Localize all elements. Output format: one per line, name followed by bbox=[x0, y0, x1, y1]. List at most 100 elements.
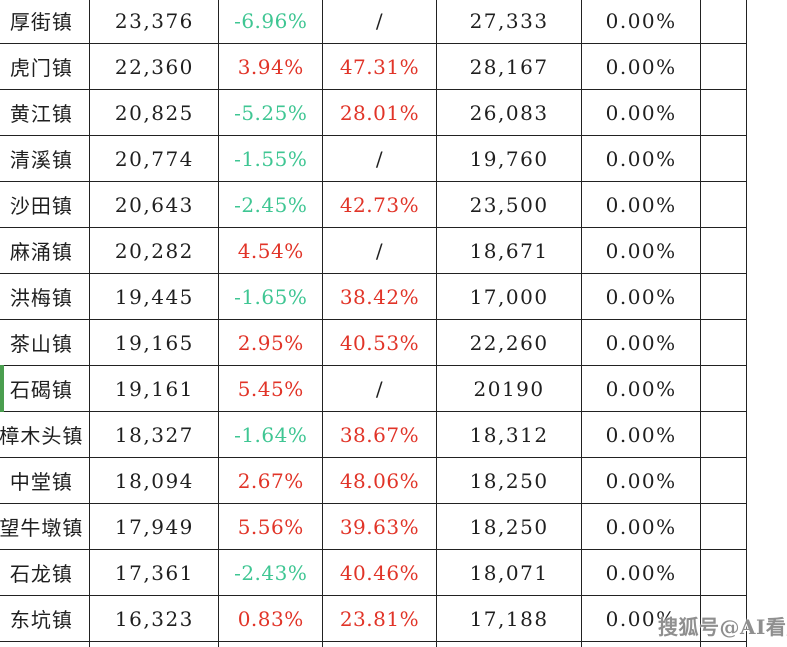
cell-clipped-right bbox=[699, 457, 748, 504]
table-row: 沙田镇 20,643 -2.45% 42.73% 23,500 0.00% bbox=[0, 181, 748, 228]
cell-p2: / bbox=[322, 365, 437, 412]
table-row: 石龙镇 17,361 -2.43% 40.46% 18,071 0.00% bbox=[0, 549, 748, 596]
data-table: 厚街镇 23,376 -6.96%/27,333 0.00% 虎门镇 22,360 3.94… bbox=[0, 0, 748, 647]
cell-empty bbox=[89, 641, 220, 647]
cell-v1: 20,825 bbox=[89, 89, 220, 136]
cell-v2: 18,312 bbox=[435, 411, 583, 458]
cell-v1: 16,323 bbox=[89, 595, 220, 642]
table-row: 麻涌镇 20,282 4.54%/18,671 0.00% bbox=[0, 227, 748, 274]
cell-town: 东坑镇 bbox=[0, 595, 91, 642]
cell-p3: 0.00% bbox=[581, 89, 701, 136]
table-row: 中堂镇 18,094 2.67% 48.06% 18,250 0.00% bbox=[0, 457, 748, 504]
cell-p1: -1.64% bbox=[218, 411, 324, 458]
table-row: 厚街镇 23,376 -6.96%/27,333 0.00% bbox=[0, 0, 748, 44]
watermark-text: 搜狐号@AI看房 bbox=[658, 615, 787, 639]
cell-p1: 5.56% bbox=[218, 503, 324, 550]
cell-town: 石龙镇 bbox=[0, 549, 91, 596]
cell-p3: 0.00% bbox=[581, 181, 701, 228]
cell-clipped-right bbox=[699, 273, 748, 320]
cell-clipped-right bbox=[699, 503, 748, 550]
cell-v1: 17,361 bbox=[89, 549, 220, 596]
cell-p3: 0.00% bbox=[581, 273, 701, 320]
cell-p3: 0.00% bbox=[581, 411, 701, 458]
cell-town: 清溪镇 bbox=[0, 135, 91, 182]
cell-p2: / bbox=[322, 0, 437, 44]
cell-p2: 23.81% bbox=[322, 595, 437, 642]
table-row: 茶山镇 19,165 2.95% 40.53% 22,260 0.00% bbox=[0, 319, 748, 366]
cell-p2: / bbox=[322, 227, 437, 274]
cell-town: 厚街镇 bbox=[0, 0, 91, 44]
cell-v2: 28,167 bbox=[435, 43, 583, 90]
cell-empty bbox=[435, 641, 583, 647]
cell-p2: 28.01% bbox=[322, 89, 437, 136]
cell-town: 洪梅镇 bbox=[0, 273, 91, 320]
cell-v1: 19,445 bbox=[89, 273, 220, 320]
cell-clipped-right bbox=[699, 365, 748, 412]
cell-town: 茶山镇 bbox=[0, 319, 91, 366]
table-row: 樟木头镇 18,327 -1.64% 38.67% 18,312 0.00% bbox=[0, 411, 748, 458]
cell-clipped-right bbox=[699, 595, 748, 642]
cell-p1: 2.67% bbox=[218, 457, 324, 504]
cell-town: 望牛墩镇 bbox=[0, 503, 91, 550]
cell-v1: 20,643 bbox=[89, 181, 220, 228]
cell-p1: 3.94% bbox=[218, 43, 324, 90]
cell-clipped-right bbox=[699, 135, 748, 182]
table-row: 黄江镇 20,825 -5.25% 28.01% 26,083 0.00% bbox=[0, 89, 748, 136]
cell-clipped-right bbox=[699, 549, 748, 596]
cell-p3: 0.00% bbox=[581, 595, 701, 642]
cell-v2: 26,083 bbox=[435, 89, 583, 136]
table-row: 望牛墩镇 17,949 5.56% 39.63% 18,250 0.00% bbox=[0, 503, 748, 550]
cell-v2: 19,760 bbox=[435, 135, 583, 182]
cell-town: 麻涌镇 bbox=[0, 227, 91, 274]
cell-p2: / bbox=[322, 135, 437, 182]
cell-v1: 19,161 bbox=[89, 365, 220, 412]
cell-empty bbox=[0, 641, 91, 647]
cell-p1: -2.43% bbox=[218, 549, 324, 596]
cell-p2: 48.06% bbox=[322, 457, 437, 504]
cell-v1: 20,282 bbox=[89, 227, 220, 274]
cell-v2: 18,671 bbox=[435, 227, 583, 274]
data-table-body: 厚街镇 23,376 -6.96%/27,333 0.00% 虎门镇 22,360 3.94… bbox=[0, 0, 748, 647]
cell-p1: 0.83% bbox=[218, 595, 324, 642]
cell-p3: 0.00% bbox=[581, 319, 701, 366]
cell-p3: 0.00% bbox=[581, 503, 701, 550]
cell-p3: 0.00% bbox=[581, 135, 701, 182]
cell-clipped-right bbox=[699, 0, 748, 44]
table-row: 清溪镇 20,774 -1.55%/19,760 0.00% bbox=[0, 135, 748, 182]
cell-clipped-right bbox=[699, 319, 748, 366]
cell-v2: 27,333 bbox=[435, 0, 583, 44]
cell-v2: 20190 bbox=[435, 365, 583, 412]
cell-p3: 0.00% bbox=[581, 43, 701, 90]
cell-v1: 23,376 bbox=[89, 0, 220, 44]
cell-v1: 19,165 bbox=[89, 319, 220, 366]
cell-v1: 22,360 bbox=[89, 43, 220, 90]
cell-p3: 0.00% bbox=[581, 549, 701, 596]
cell-empty bbox=[322, 641, 437, 647]
cell-p2: 47.31% bbox=[322, 43, 437, 90]
cell-p1: -1.65% bbox=[218, 273, 324, 320]
cell-v2: 18,250 bbox=[435, 503, 583, 550]
cell-p2: 42.73% bbox=[322, 181, 437, 228]
cell-p1: 5.45% bbox=[218, 365, 324, 412]
cell-empty bbox=[218, 641, 324, 647]
cell-empty bbox=[699, 641, 748, 647]
cell-town: 石碣镇 bbox=[0, 365, 91, 412]
cell-town: 黄江镇 bbox=[0, 89, 91, 136]
cell-clipped-right bbox=[699, 227, 748, 274]
cell-p2: 38.67% bbox=[322, 411, 437, 458]
cell-p1: -2.45% bbox=[218, 181, 324, 228]
cell-clipped-right bbox=[699, 89, 748, 136]
cell-clipped-right bbox=[699, 411, 748, 458]
cell-v1: 17,949 bbox=[89, 503, 220, 550]
cell-p1: -5.25% bbox=[218, 89, 324, 136]
cell-v1: 18,094 bbox=[89, 457, 220, 504]
cell-p3: 0.00% bbox=[581, 365, 701, 412]
cell-clipped-right bbox=[699, 181, 748, 228]
cell-town: 樟木头镇 bbox=[0, 411, 91, 458]
cell-p1: -1.55% bbox=[218, 135, 324, 182]
table-row: 洪梅镇 19,445 -1.65% 38.42% 17,000 0.00% bbox=[0, 273, 748, 320]
table-row-partial bbox=[0, 641, 748, 647]
cell-p1: -6.96% bbox=[218, 0, 324, 44]
table-row: 东坑镇 16,323 0.83% 23.81% 17,188 0.00% bbox=[0, 595, 748, 642]
